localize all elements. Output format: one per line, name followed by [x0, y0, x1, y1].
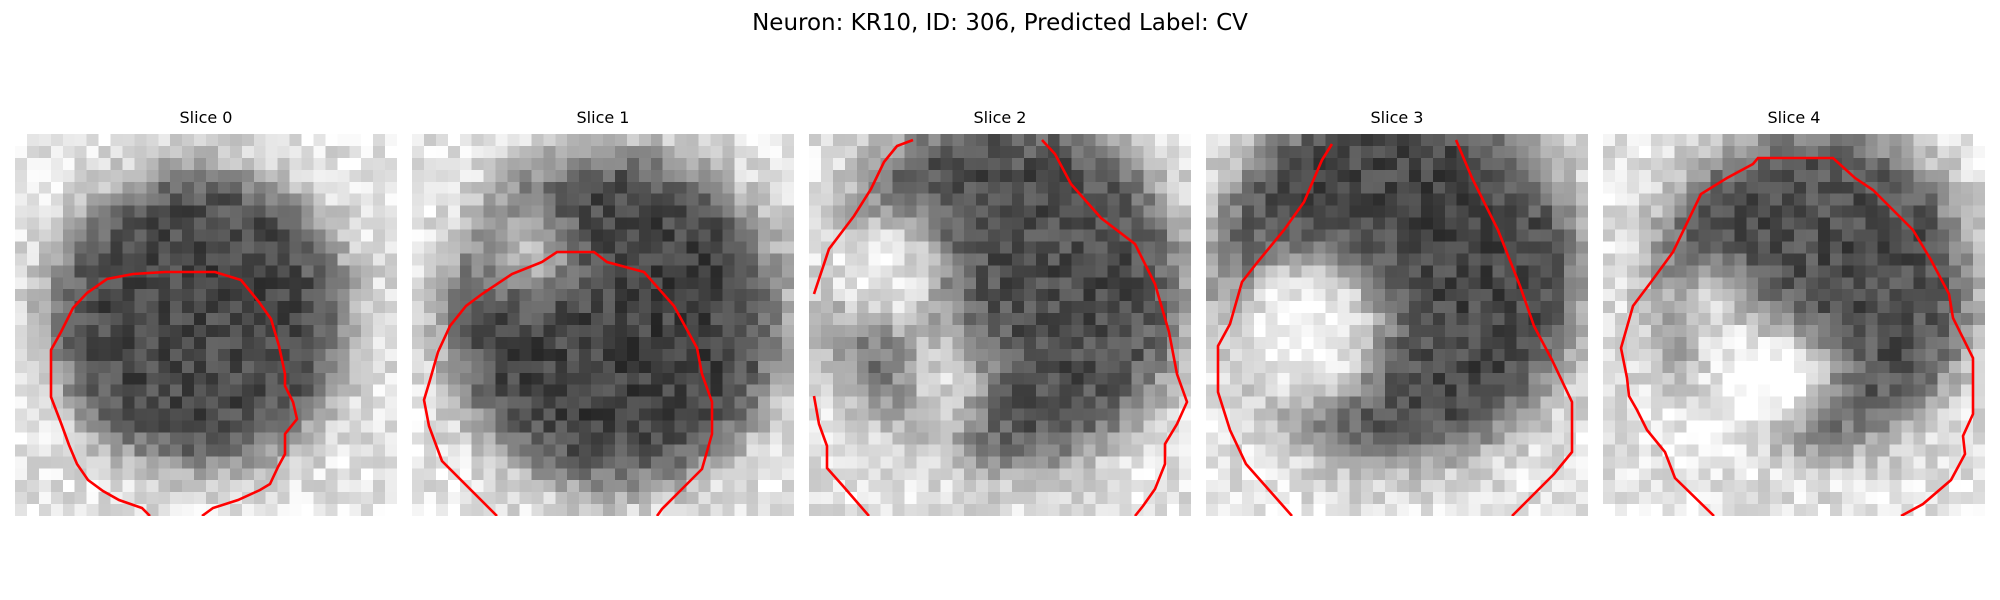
- slice-panel-0: Slice 0: [15, 108, 397, 516]
- slice-image: [1206, 134, 1588, 516]
- contour-overlay: [1216, 139, 1574, 516]
- slice-image: [809, 134, 1191, 516]
- slice-image: [1603, 134, 1985, 516]
- slice-title: Slice 3: [1370, 108, 1424, 127]
- roi-contour: [1454, 139, 1574, 516]
- figure-title: Neuron: KR10, ID: 306, Predicted Label: …: [752, 10, 1248, 36]
- roi-contour: [1041, 139, 1189, 516]
- roi-contour: [1619, 156, 1975, 516]
- slice-panel-2: Slice 2: [809, 108, 1191, 516]
- slice-panel-4: Slice 4: [1603, 108, 1985, 516]
- contour-overlay: [422, 250, 714, 516]
- contour-overlay: [812, 138, 1189, 516]
- slice-title: Slice 1: [576, 108, 630, 127]
- slice-panel-3: Slice 3: [1206, 108, 1588, 516]
- roi-contour: [49, 270, 299, 516]
- slice-image: [15, 134, 397, 516]
- roi-contour: [1216, 143, 1334, 516]
- roi-contour: [812, 138, 914, 295]
- roi-contour: [422, 250, 714, 516]
- slice-title: Slice 2: [973, 108, 1027, 127]
- roi-contour: [812, 395, 870, 516]
- slice-title: Slice 4: [1767, 108, 1821, 127]
- slice-title: Slice 0: [179, 108, 233, 127]
- slice-image: [412, 134, 794, 516]
- slice-panel-1: Slice 1: [412, 108, 794, 516]
- contour-overlay: [49, 270, 299, 516]
- contour-overlay: [1619, 156, 1975, 516]
